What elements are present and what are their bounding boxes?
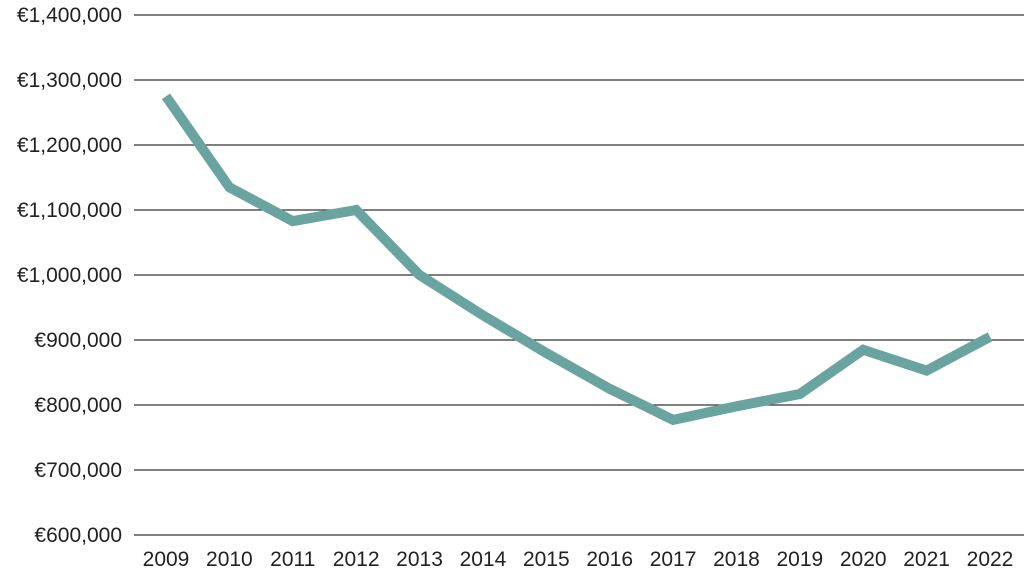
x-tick-label: 2011 bbox=[270, 548, 315, 570]
x-tick-label: 2012 bbox=[333, 548, 380, 570]
series-group bbox=[161, 93, 993, 426]
y-tick-label: €1,300,000 bbox=[17, 69, 122, 92]
x-tick-label: 2019 bbox=[776, 548, 823, 570]
y-tick-label: €700,000 bbox=[34, 459, 122, 482]
x-tick-label: 2017 bbox=[650, 548, 697, 570]
x-tick-label: 2014 bbox=[460, 548, 507, 570]
x-tick-label: 2020 bbox=[840, 548, 887, 570]
y-tick-label: €800,000 bbox=[34, 394, 122, 417]
x-tick-label: 2016 bbox=[586, 548, 633, 570]
y-tick-label: €1,400,000 bbox=[17, 4, 122, 27]
x-tick-label: 2021 bbox=[903, 548, 950, 570]
series-line bbox=[161, 93, 993, 426]
x-tick-label: 2022 bbox=[967, 548, 1014, 570]
y-tick-label: €1,100,000 bbox=[17, 199, 122, 222]
x-axis-tick-labels: 2009 2010 2011 2012 2013 2014 2015 2016 2017 2018… bbox=[143, 548, 1014, 570]
x-tick-label: 2015 bbox=[523, 548, 570, 570]
y-axis-tick-labels: €600,000 €700,000 €800,000 €900,000 €1,000,0… bbox=[17, 4, 122, 547]
y-tick-label: €1,000,000 bbox=[17, 264, 122, 287]
y-tick-label: €900,000 bbox=[34, 329, 122, 352]
x-tick-label: 2009 bbox=[143, 548, 190, 570]
x-tick-label: 2013 bbox=[396, 548, 443, 570]
x-tick-label: 2018 bbox=[713, 548, 760, 570]
gridlines bbox=[134, 14, 1024, 536]
y-tick-label: €1,200,000 bbox=[17, 134, 122, 157]
x-tick-label: 2010 bbox=[206, 548, 253, 570]
y-tick-label: €600,000 bbox=[34, 524, 122, 547]
